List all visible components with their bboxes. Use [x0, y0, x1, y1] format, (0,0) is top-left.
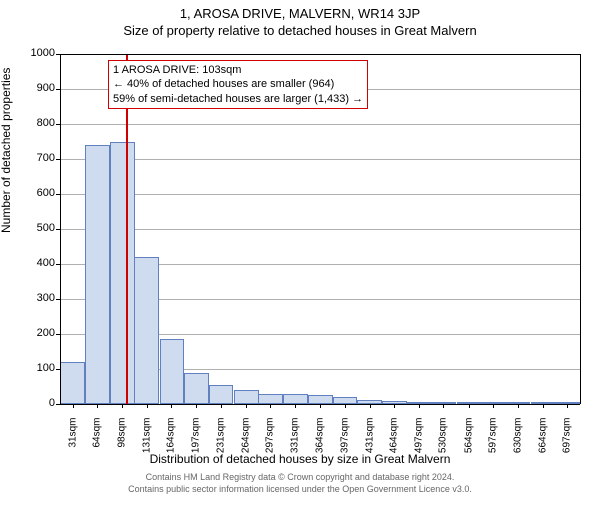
histogram-bar: [60, 362, 85, 404]
chart-title-line2: Size of property relative to detached ho…: [0, 23, 600, 38]
x-tick-mark: [147, 404, 148, 408]
x-tick-mark: [518, 404, 519, 408]
y-tick-label: 600: [15, 187, 55, 199]
x-tick-mark: [493, 404, 494, 408]
x-tick-mark: [394, 404, 395, 408]
y-axis-label: Number of detached properties: [0, 68, 13, 233]
histogram-bar: [234, 390, 259, 404]
histogram-bar: [283, 394, 308, 404]
x-tick-mark: [345, 404, 346, 408]
y-tick-mark: [56, 194, 60, 195]
y-tick-label: 800: [15, 117, 55, 129]
x-tick-mark: [320, 404, 321, 408]
y-tick-mark: [56, 404, 60, 405]
y-tick-mark: [56, 299, 60, 300]
x-tick-mark: [295, 404, 296, 408]
y-tick-mark: [56, 264, 60, 265]
y-tick-mark: [56, 159, 60, 160]
y-tick-label: 200: [15, 327, 55, 339]
grid-line: [60, 159, 580, 160]
histogram-bar: [308, 395, 333, 404]
plot-area: 1 AROSA DRIVE: 103sqm← 40% of detached h…: [60, 54, 580, 404]
y-tick-mark: [56, 334, 60, 335]
y-tick-mark: [56, 124, 60, 125]
histogram-bar: [333, 397, 358, 404]
x-tick-mark: [171, 404, 172, 408]
y-tick-label: 500: [15, 222, 55, 234]
axis-left: [60, 54, 61, 404]
annotation-line: 59% of semi-detached houses are larger (…: [113, 92, 363, 106]
y-tick-mark: [56, 229, 60, 230]
axis-top: [60, 54, 580, 55]
histogram-bar: [184, 373, 209, 405]
axis-right: [580, 54, 581, 404]
x-tick-mark: [567, 404, 568, 408]
histogram-bar: [209, 385, 234, 404]
x-tick-mark: [97, 404, 98, 408]
histogram-bar: [110, 142, 135, 405]
annotation-line: ← 40% of detached houses are smaller (96…: [113, 77, 363, 91]
x-tick-mark: [469, 404, 470, 408]
grid-line: [60, 194, 580, 195]
y-tick-label: 100: [15, 362, 55, 374]
annotation-line: 1 AROSA DRIVE: 103sqm: [113, 63, 363, 77]
footer-line2: Contains public sector information licen…: [0, 484, 600, 495]
x-tick-mark: [443, 404, 444, 408]
y-tick-mark: [56, 369, 60, 370]
y-tick-label: 300: [15, 292, 55, 304]
x-tick-mark: [543, 404, 544, 408]
x-tick-mark: [122, 404, 123, 408]
y-tick-mark: [56, 89, 60, 90]
annotation-box: 1 AROSA DRIVE: 103sqm← 40% of detached h…: [108, 60, 368, 109]
x-tick-mark: [370, 404, 371, 408]
y-tick-label: 0: [15, 397, 55, 409]
x-tick-mark: [246, 404, 247, 408]
y-tick-label: 900: [15, 82, 55, 94]
x-tick-mark: [73, 404, 74, 408]
histogram-bar: [85, 145, 110, 404]
y-tick-mark: [56, 54, 60, 55]
chart-title-line1: 1, AROSA DRIVE, MALVERN, WR14 3JP: [0, 6, 600, 21]
histogram-bar: [258, 394, 283, 405]
grid-line: [60, 229, 580, 230]
histogram-bar: [160, 339, 185, 404]
chart-container: 1, AROSA DRIVE, MALVERN, WR14 3JP Size o…: [0, 6, 600, 506]
y-tick-label: 1000: [15, 47, 55, 59]
x-tick-mark: [419, 404, 420, 408]
x-tick-mark: [196, 404, 197, 408]
grid-line: [60, 124, 580, 125]
y-tick-label: 700: [15, 152, 55, 164]
footer-line1: Contains HM Land Registry data © Crown c…: [0, 472, 600, 483]
x-axis-label: Distribution of detached houses by size …: [0, 452, 600, 466]
x-tick-mark: [221, 404, 222, 408]
x-tick-mark: [270, 404, 271, 408]
histogram-bar: [134, 257, 159, 404]
y-tick-label: 400: [15, 257, 55, 269]
